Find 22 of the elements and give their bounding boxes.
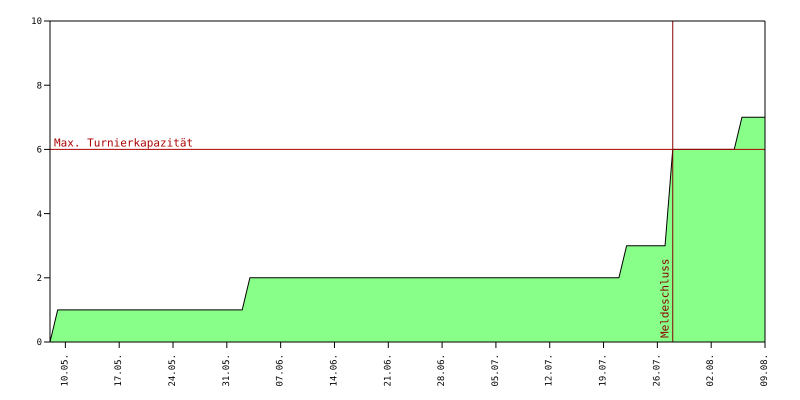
x-tick-label: 24.05.	[168, 354, 178, 387]
x-tick-label: 17.05.	[114, 354, 124, 387]
y-tick-label: 0	[36, 338, 42, 348]
x-tick-label: 02.08.	[706, 354, 716, 387]
x-tick-label: 19.07.	[598, 354, 609, 387]
ref-line-label: Meldeschluss	[658, 258, 672, 338]
y-tick-label: 8	[36, 81, 42, 92]
y-tick-label: 10	[31, 17, 42, 28]
x-tick-label: 10.05.	[60, 354, 70, 387]
y-tick-label: 4	[36, 210, 42, 220]
x-tick-label: 28.06.	[437, 354, 448, 387]
x-tick-label: 05.07.	[490, 354, 501, 387]
x-tick-label: 26.07.	[652, 354, 662, 387]
y-tick-label: 6	[36, 146, 42, 156]
ref-line-label: Max. Turnierkapazität	[54, 136, 194, 150]
x-tick-label: 09.08.	[760, 354, 770, 387]
x-tick-label: 14.06.	[329, 354, 340, 387]
x-tick-label: 07.06.	[276, 354, 286, 387]
x-tick-label: 12.07.	[544, 354, 555, 387]
y-tick-label: 2	[36, 274, 42, 284]
x-tick-label: 21.06.	[383, 354, 394, 387]
x-tick-label: 31.05.	[222, 354, 232, 387]
